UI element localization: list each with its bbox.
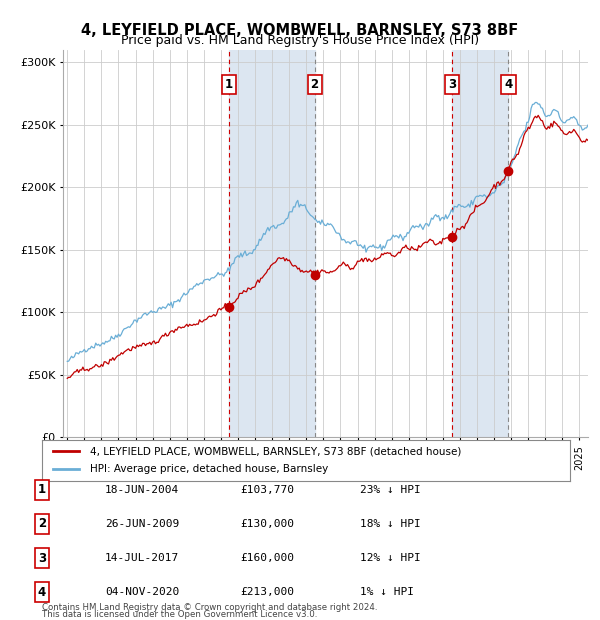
Text: £213,000: £213,000 (240, 587, 294, 597)
Text: This data is licensed under the Open Government Licence v3.0.: This data is licensed under the Open Gov… (42, 609, 317, 619)
Text: 4, LEYFIELD PLACE, WOMBWELL, BARNSLEY, S73 8BF (detached house): 4, LEYFIELD PLACE, WOMBWELL, BARNSLEY, S… (89, 446, 461, 456)
Text: 4: 4 (38, 586, 46, 598)
Text: 2: 2 (38, 518, 46, 530)
Text: 14-JUL-2017: 14-JUL-2017 (105, 553, 179, 563)
Text: 23% ↓ HPI: 23% ↓ HPI (360, 485, 421, 495)
Text: 12% ↓ HPI: 12% ↓ HPI (360, 553, 421, 563)
Text: Contains HM Land Registry data © Crown copyright and database right 2024.: Contains HM Land Registry data © Crown c… (42, 603, 377, 612)
Text: £160,000: £160,000 (240, 553, 294, 563)
Text: 1: 1 (38, 484, 46, 496)
Text: Price paid vs. HM Land Registry's House Price Index (HPI): Price paid vs. HM Land Registry's House … (121, 34, 479, 47)
Text: 4: 4 (505, 78, 512, 91)
Text: 26-JUN-2009: 26-JUN-2009 (105, 519, 179, 529)
Text: 3: 3 (38, 552, 46, 564)
Text: 04-NOV-2020: 04-NOV-2020 (105, 587, 179, 597)
Bar (229, 50, 314, 437)
Text: 2: 2 (311, 78, 319, 91)
Text: 18-JUN-2004: 18-JUN-2004 (105, 485, 179, 495)
Text: 3: 3 (448, 78, 456, 91)
Text: £103,770: £103,770 (240, 485, 294, 495)
Text: 18% ↓ HPI: 18% ↓ HPI (360, 519, 421, 529)
Text: £130,000: £130,000 (240, 519, 294, 529)
Text: 1: 1 (225, 78, 233, 91)
Text: HPI: Average price, detached house, Barnsley: HPI: Average price, detached house, Barn… (89, 464, 328, 474)
Bar (452, 50, 508, 437)
Text: 1% ↓ HPI: 1% ↓ HPI (360, 587, 414, 597)
Text: 4, LEYFIELD PLACE, WOMBWELL, BARNSLEY, S73 8BF: 4, LEYFIELD PLACE, WOMBWELL, BARNSLEY, S… (82, 23, 518, 38)
